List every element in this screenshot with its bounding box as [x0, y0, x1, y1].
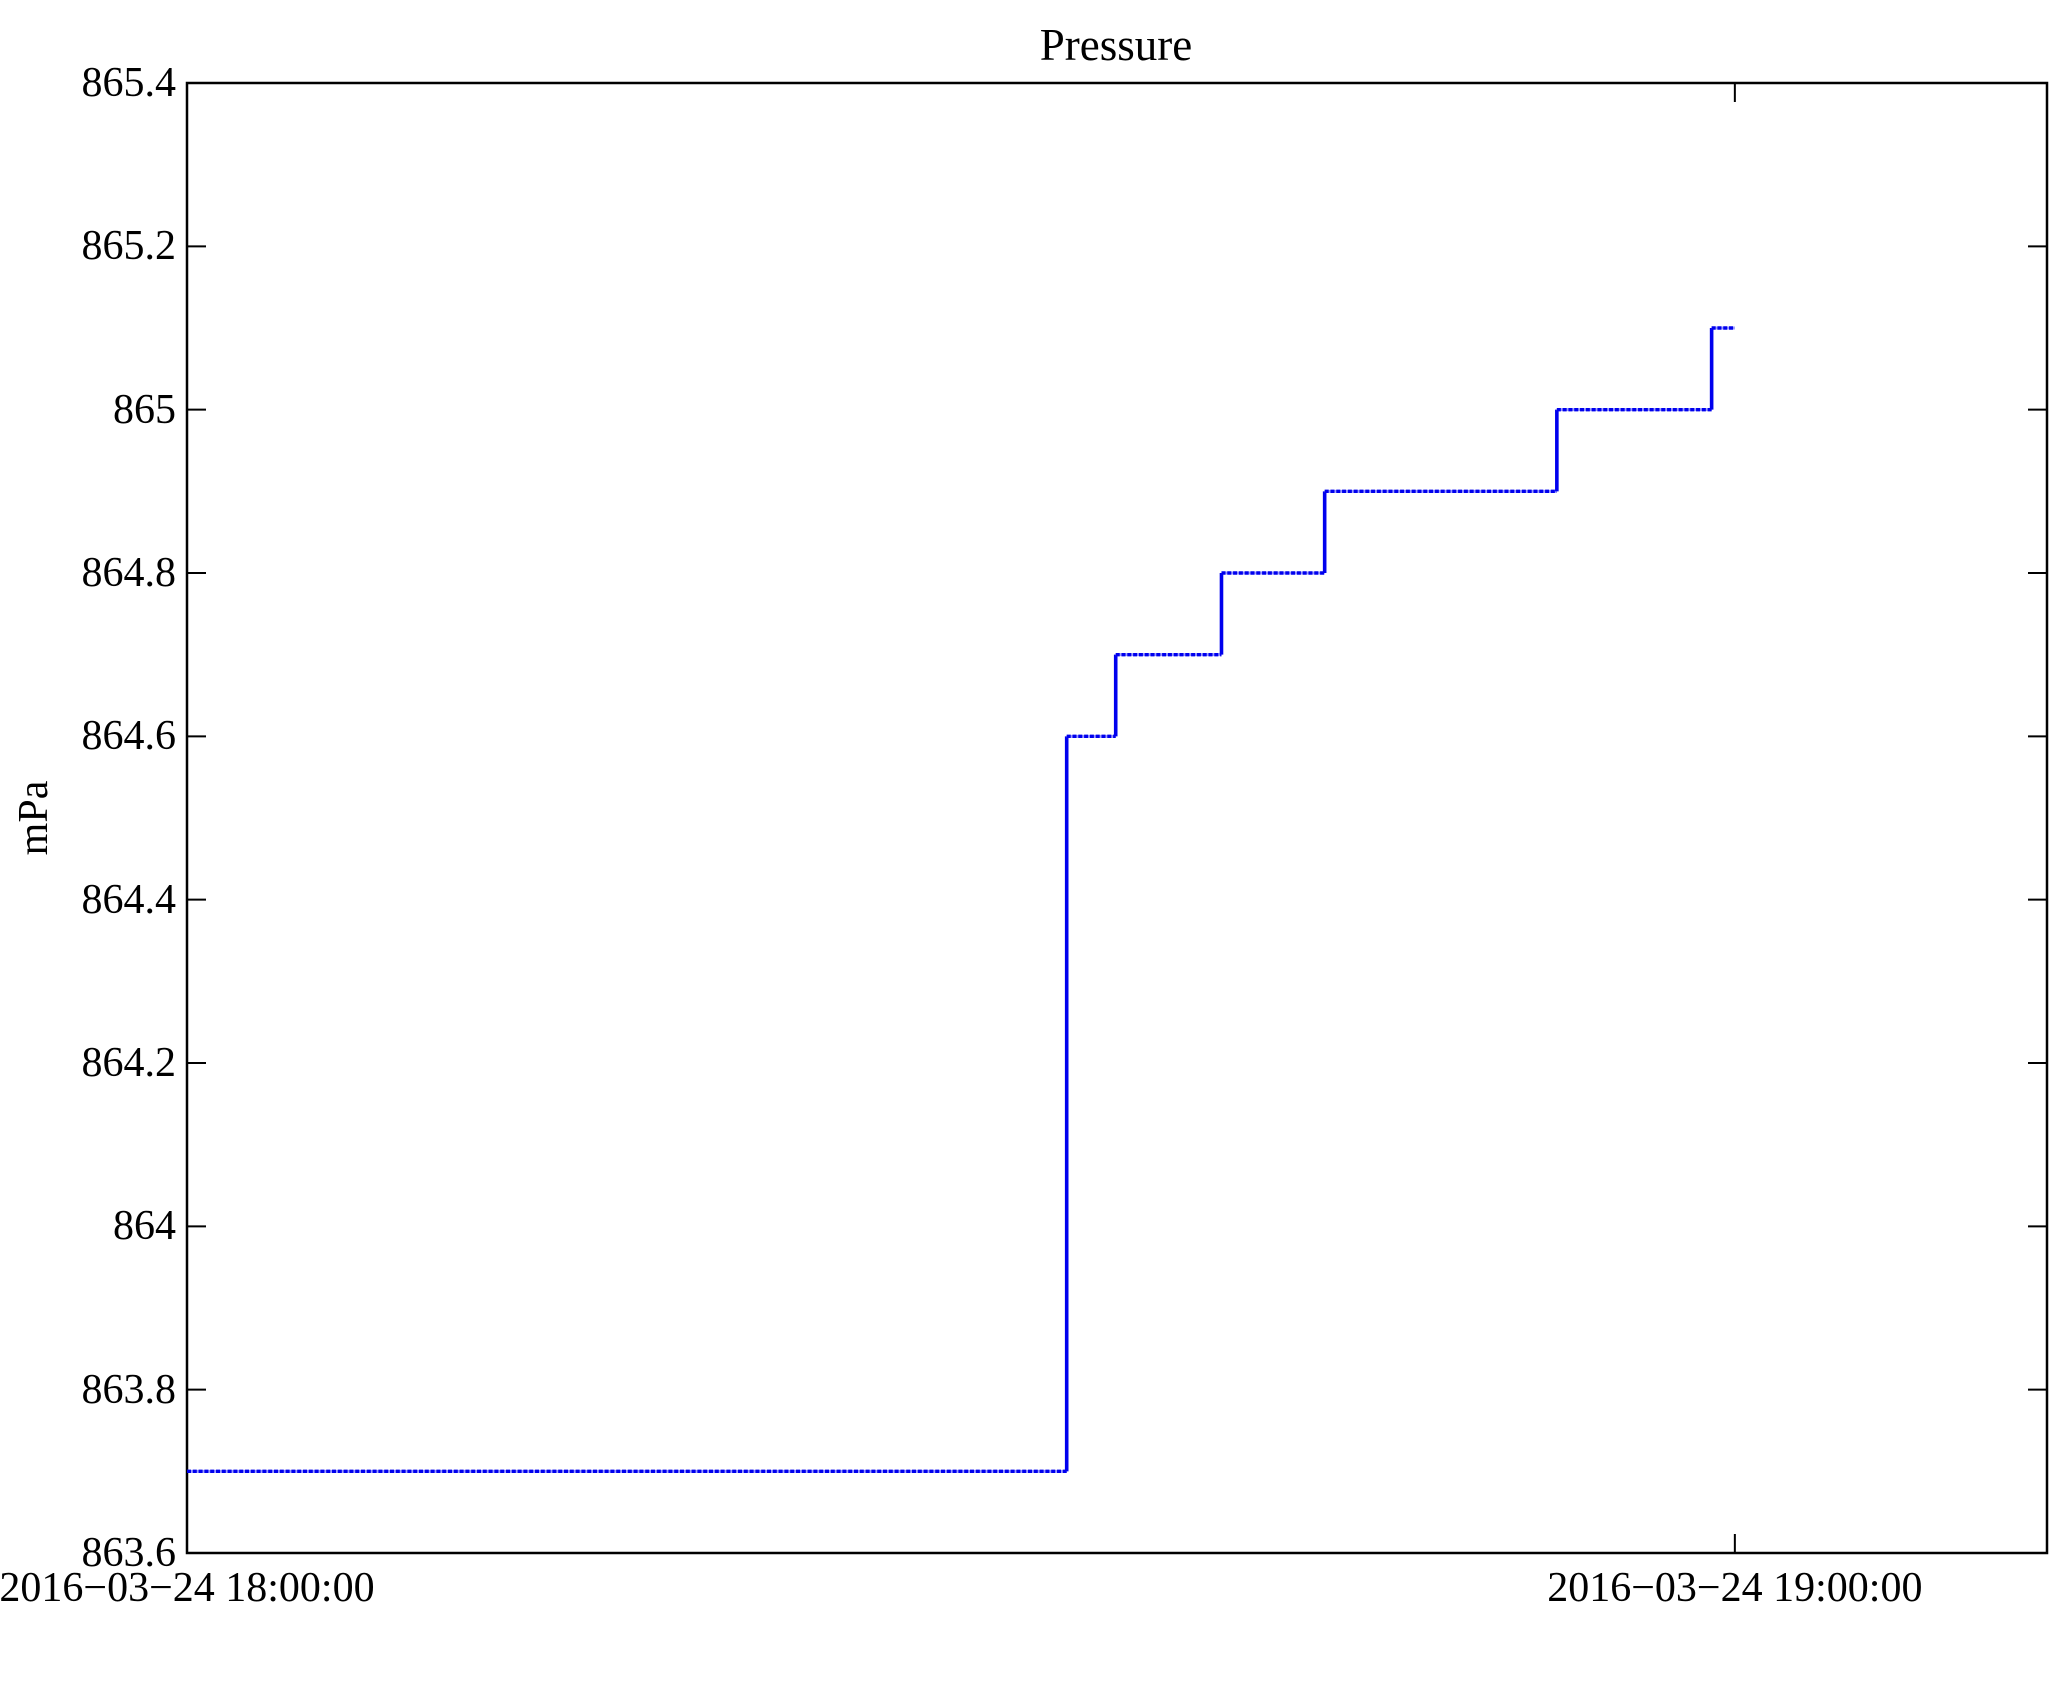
x-tick-label: 2016−03−24 19:00:00	[1547, 1565, 1923, 1611]
y-tick-label: 865	[113, 386, 176, 433]
x-tick-label: 2016−03−24 18:00:00	[0, 1565, 375, 1611]
y-tick-label: 863.8	[81, 1366, 177, 1413]
y-axis-label: mPa	[11, 780, 57, 856]
y-tick-label: 865.2	[81, 223, 177, 270]
y-tick-label: 864.4	[81, 876, 177, 923]
y-tick-label: 864.8	[81, 550, 177, 596]
y-tick-label: 865.4	[81, 60, 177, 106]
y-tick-label: 863.6	[81, 1530, 177, 1576]
y-tick-label: 864	[113, 1203, 176, 1250]
y-tick-label: 864.6	[81, 713, 177, 760]
chart-title: Pressure	[1039, 20, 1193, 70]
y-tick-label: 864.2	[81, 1040, 177, 1086]
plot-frame	[185, 81, 2049, 1555]
